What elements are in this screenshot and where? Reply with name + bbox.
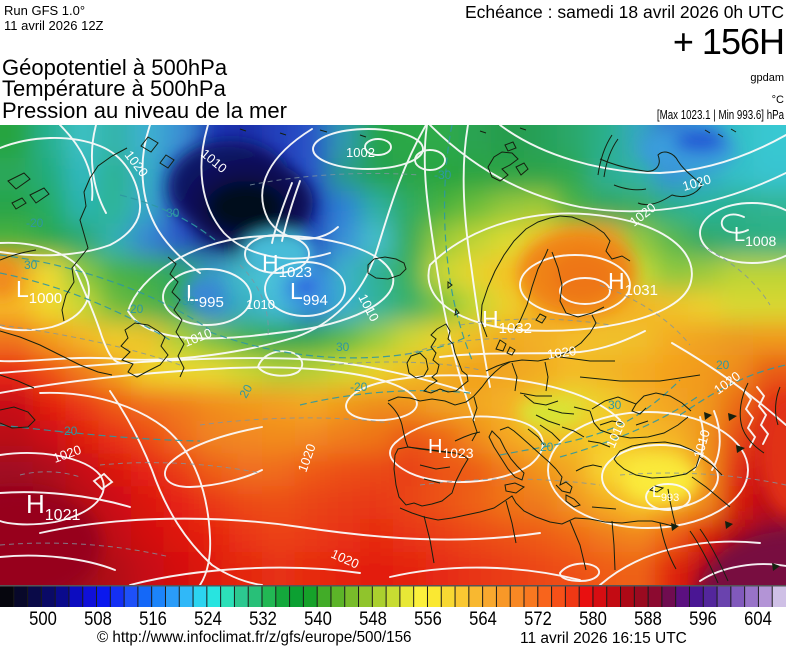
svg-text:-20: -20 bbox=[60, 424, 78, 438]
svg-text:20: 20 bbox=[236, 382, 255, 401]
svg-text:-20: -20 bbox=[126, 302, 144, 316]
svg-text:20: 20 bbox=[540, 440, 554, 454]
svg-text:20: 20 bbox=[716, 358, 730, 372]
svg-text:30: 30 bbox=[166, 206, 180, 220]
svg-text:-20: -20 bbox=[26, 216, 44, 230]
svg-text:-20: -20 bbox=[350, 380, 368, 394]
svg-text:H1023: H1023 bbox=[428, 436, 474, 461]
svg-text:-30: -30 bbox=[434, 168, 452, 182]
svg-text:30: 30 bbox=[608, 398, 622, 412]
svg-text:1002: 1002 bbox=[346, 145, 375, 160]
svg-text:30: 30 bbox=[24, 258, 38, 272]
svg-text:30: 30 bbox=[336, 340, 350, 354]
svg-text:1020: 1020 bbox=[546, 343, 577, 362]
svg-text:1010: 1010 bbox=[246, 297, 275, 312]
svg-text:-30: -30 bbox=[178, 294, 196, 308]
